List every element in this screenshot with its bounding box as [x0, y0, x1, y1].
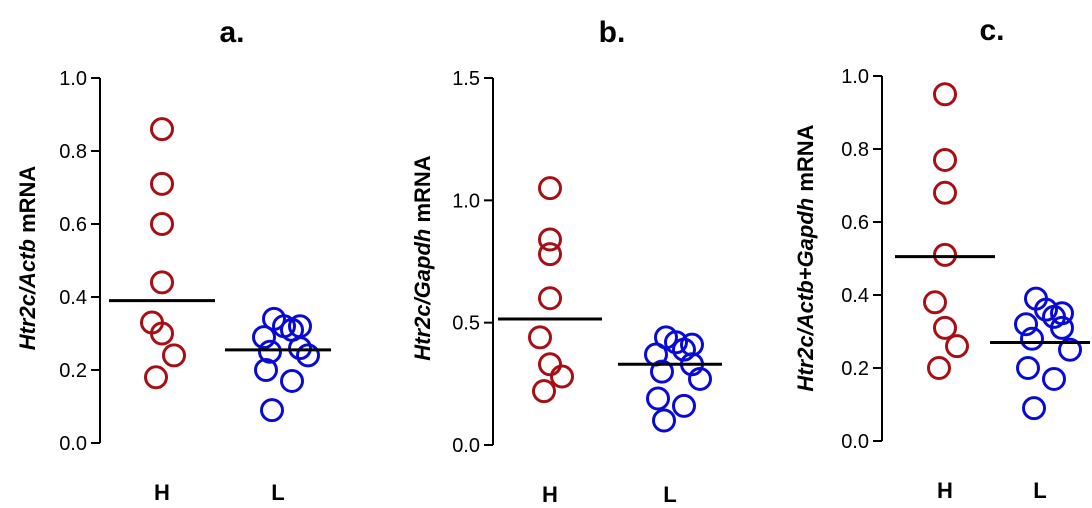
y-tick-label: 0.2: [59, 360, 87, 382]
x-category-label: L: [1033, 478, 1046, 503]
data-point: [933, 242, 957, 267]
y-tick-label: 0.5: [452, 313, 480, 335]
data-point: [296, 343, 320, 368]
y-axis-unit: mRNA: [410, 155, 435, 228]
data-point: [1016, 356, 1040, 380]
data-point: [1014, 312, 1038, 337]
data-point: [258, 339, 282, 364]
data-point: [538, 242, 562, 267]
data-point: [1020, 326, 1044, 351]
data-point: [933, 82, 957, 107]
data-point: [532, 379, 556, 404]
data-point: [252, 325, 276, 350]
panel-a: a. 0.0 0.2 0.4 0.6 0.8 1.0 Htr2c/Actb mRNA H L: [15, 16, 331, 505]
data-point: [688, 366, 712, 391]
data-point: [150, 117, 174, 142]
y-axis-title: Htr2c/Gapdh mRNA: [410, 155, 435, 360]
y-tick-label: 0.8: [841, 139, 869, 161]
data-point: [538, 286, 562, 311]
y-tick-label: 0.4: [59, 287, 87, 309]
y-tick-label: 0.6: [59, 214, 87, 236]
data-point: [1034, 297, 1058, 322]
x-category-label: H: [542, 482, 558, 507]
y-tick-label: 0.4: [841, 285, 869, 307]
y-axis-gene-ratio: Htr2c/Actb+Gapdh: [793, 198, 818, 392]
y-axis-title: Htr2c/Actb mRNA: [15, 166, 40, 351]
data-point: [933, 180, 957, 205]
panel-c: c. 0.0 0.2 0.4 0.6 0.8 1.0 Htr2c/Actb+Gapdh mRN…: [793, 14, 1090, 503]
data-point: [162, 343, 186, 368]
data-point: [1058, 337, 1082, 362]
data-point: [150, 171, 174, 196]
data-point: [288, 336, 312, 361]
data-point: [664, 330, 688, 355]
y-tick-label: 0.2: [841, 358, 869, 380]
data-point: [650, 359, 674, 384]
data-point: [927, 356, 951, 380]
data-point: [1042, 366, 1066, 391]
y-axis-unit: mRNA: [793, 124, 818, 197]
data-point: [538, 176, 562, 201]
y-axis-unit: mRNA: [15, 166, 40, 239]
data-point: [672, 393, 696, 418]
panel-title: c.: [979, 14, 1004, 47]
data-point: [538, 352, 562, 377]
y-axis-gene-ratio: Htr2c/Gapdh: [410, 229, 435, 361]
x-category-label: L: [663, 482, 676, 507]
y-tick-label: 1.0: [59, 68, 87, 90]
data-point: [652, 408, 676, 433]
x-category-label: H: [154, 480, 170, 505]
panel-title: a.: [219, 16, 244, 49]
data-point: [945, 334, 969, 359]
y-tick-label: 0.6: [841, 212, 869, 234]
data-point: [280, 368, 304, 393]
x-category-label: L: [271, 480, 284, 505]
y-tick-label: 1.0: [841, 66, 869, 88]
x-category-label: H: [937, 478, 953, 503]
data-point: [150, 321, 174, 346]
y-tick-label: 1.0: [452, 190, 480, 212]
data-point: [150, 270, 174, 295]
data-point: [528, 325, 552, 350]
y-tick-label: 0.0: [841, 431, 869, 453]
y-axis-gene-ratio: Htr2c/Actb: [15, 239, 40, 350]
panel-title: b.: [599, 16, 626, 49]
data-point: [144, 365, 168, 390]
y-tick-label: 0.0: [59, 433, 87, 455]
data-point: [550, 364, 574, 389]
data-point: [933, 147, 957, 172]
data-point: [538, 227, 562, 252]
data-point: [646, 386, 670, 411]
y-tick-label: 0.0: [452, 435, 480, 457]
y-tick-label: 0.8: [59, 141, 87, 163]
data-point: [1050, 315, 1074, 340]
y-axis-title: Htr2c/Actb+Gapdh mRNA: [793, 124, 818, 391]
data-point: [923, 290, 947, 315]
data-point: [150, 212, 174, 236]
data-point: [260, 398, 284, 423]
data-point: [1022, 396, 1046, 421]
data-point: [933, 315, 957, 340]
panel-b: b. 0.0 0.5 1.0 1.5 Htr2c/Gapdh mRNA H L: [410, 16, 722, 507]
data-point: [254, 358, 278, 382]
y-tick-label: 1.5: [452, 68, 480, 90]
